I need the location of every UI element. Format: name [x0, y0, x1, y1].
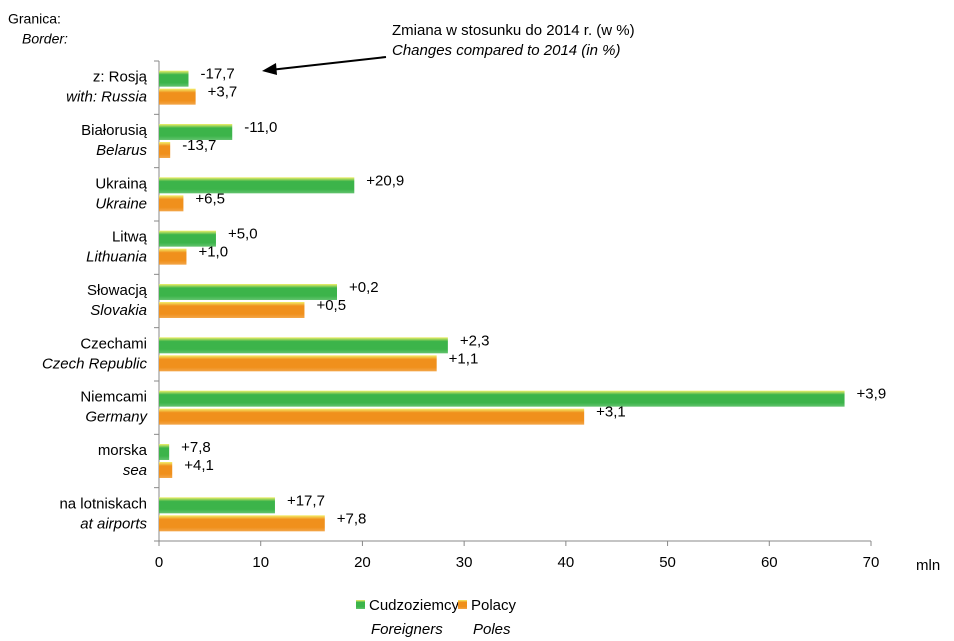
change-label: -13,7	[182, 137, 216, 154]
category-label: Czechami	[80, 335, 147, 352]
change-label: +1,0	[198, 244, 228, 261]
bar	[159, 462, 173, 478]
category-label-en: with: Russia	[66, 89, 147, 106]
legend-label-en: Poles	[473, 621, 511, 638]
bar	[159, 302, 305, 318]
category-label: Białorusią	[81, 122, 148, 139]
bar	[159, 355, 437, 372]
bar	[159, 515, 325, 532]
bar	[159, 70, 189, 87]
bar	[159, 142, 171, 158]
category-label: morska	[98, 442, 148, 459]
category-label-en: Belarus	[96, 142, 147, 159]
axis-title-en: Border:	[22, 31, 68, 47]
bar	[159, 284, 337, 300]
annotation-arrow	[269, 56, 387, 71]
arrow-head	[262, 63, 277, 75]
bar	[159, 444, 170, 460]
legend-label: Cudzoziemcy	[369, 597, 460, 614]
change-label: +3,1	[596, 404, 626, 421]
category-label-en: Czech Republic	[42, 355, 148, 372]
category-label-en: Ukraine	[95, 195, 147, 212]
x-tick-label: 0	[155, 554, 163, 571]
change-label: +7,8	[181, 439, 211, 456]
category-label-en: sea	[123, 462, 147, 479]
bar	[159, 497, 275, 514]
change-label: +17,7	[287, 492, 325, 509]
legend-swatch	[356, 600, 365, 609]
category-label-en: Slovakia	[90, 302, 147, 319]
change-label: +0,5	[316, 297, 346, 314]
change-label: +2,3	[460, 332, 490, 349]
change-label: +3,7	[208, 84, 238, 101]
category-label: Ukrainą	[95, 175, 147, 192]
category-label: z: Rosją	[93, 69, 148, 86]
legend-label-en: Foreigners	[371, 621, 443, 638]
bar	[159, 124, 233, 140]
change-label: +4,1	[184, 457, 214, 474]
bar	[159, 88, 196, 105]
change-label: +20,9	[366, 172, 404, 189]
bar	[159, 337, 448, 354]
annotation: Zmiana w stosunku do 2014 r. (w %)	[392, 22, 635, 39]
legend-label: Polacy	[471, 597, 517, 614]
x-tick-label: 40	[558, 554, 575, 571]
change-label: -17,7	[200, 66, 234, 83]
x-tick-label: 60	[761, 554, 778, 571]
x-tick-label: 10	[252, 554, 269, 571]
change-label: +7,8	[337, 510, 367, 527]
x-tick-label: 30	[456, 554, 473, 571]
annotation-en: Changes compared to 2014 (in %)	[392, 42, 620, 59]
legend-swatch	[458, 600, 467, 609]
bar	[159, 230, 216, 247]
x-tick-label: 70	[863, 554, 880, 571]
category-label: Niemcami	[80, 389, 147, 406]
change-label: +0,2	[349, 279, 379, 296]
category-label: Słowacją	[87, 282, 148, 299]
change-label: +3,9	[857, 386, 887, 403]
bar	[159, 177, 355, 194]
bar	[159, 390, 845, 407]
category-label-en: Lithuania	[86, 249, 147, 266]
bar	[159, 195, 184, 212]
x-unit: mln	[916, 557, 940, 574]
axis-title: Granica:	[8, 11, 61, 27]
change-label: -11,0	[244, 119, 277, 136]
change-label: +1,1	[449, 350, 479, 367]
category-label: Litwą	[112, 229, 148, 246]
bar	[159, 408, 585, 425]
x-tick-label: 20	[354, 554, 371, 571]
category-label-en: Germany	[85, 409, 148, 426]
change-label: +6,5	[195, 190, 225, 207]
change-label: +5,0	[228, 226, 258, 243]
category-label-en: at airports	[80, 515, 147, 532]
bar	[159, 248, 187, 265]
x-tick-label: 50	[659, 554, 676, 571]
category-label: na lotniskach	[59, 495, 147, 512]
